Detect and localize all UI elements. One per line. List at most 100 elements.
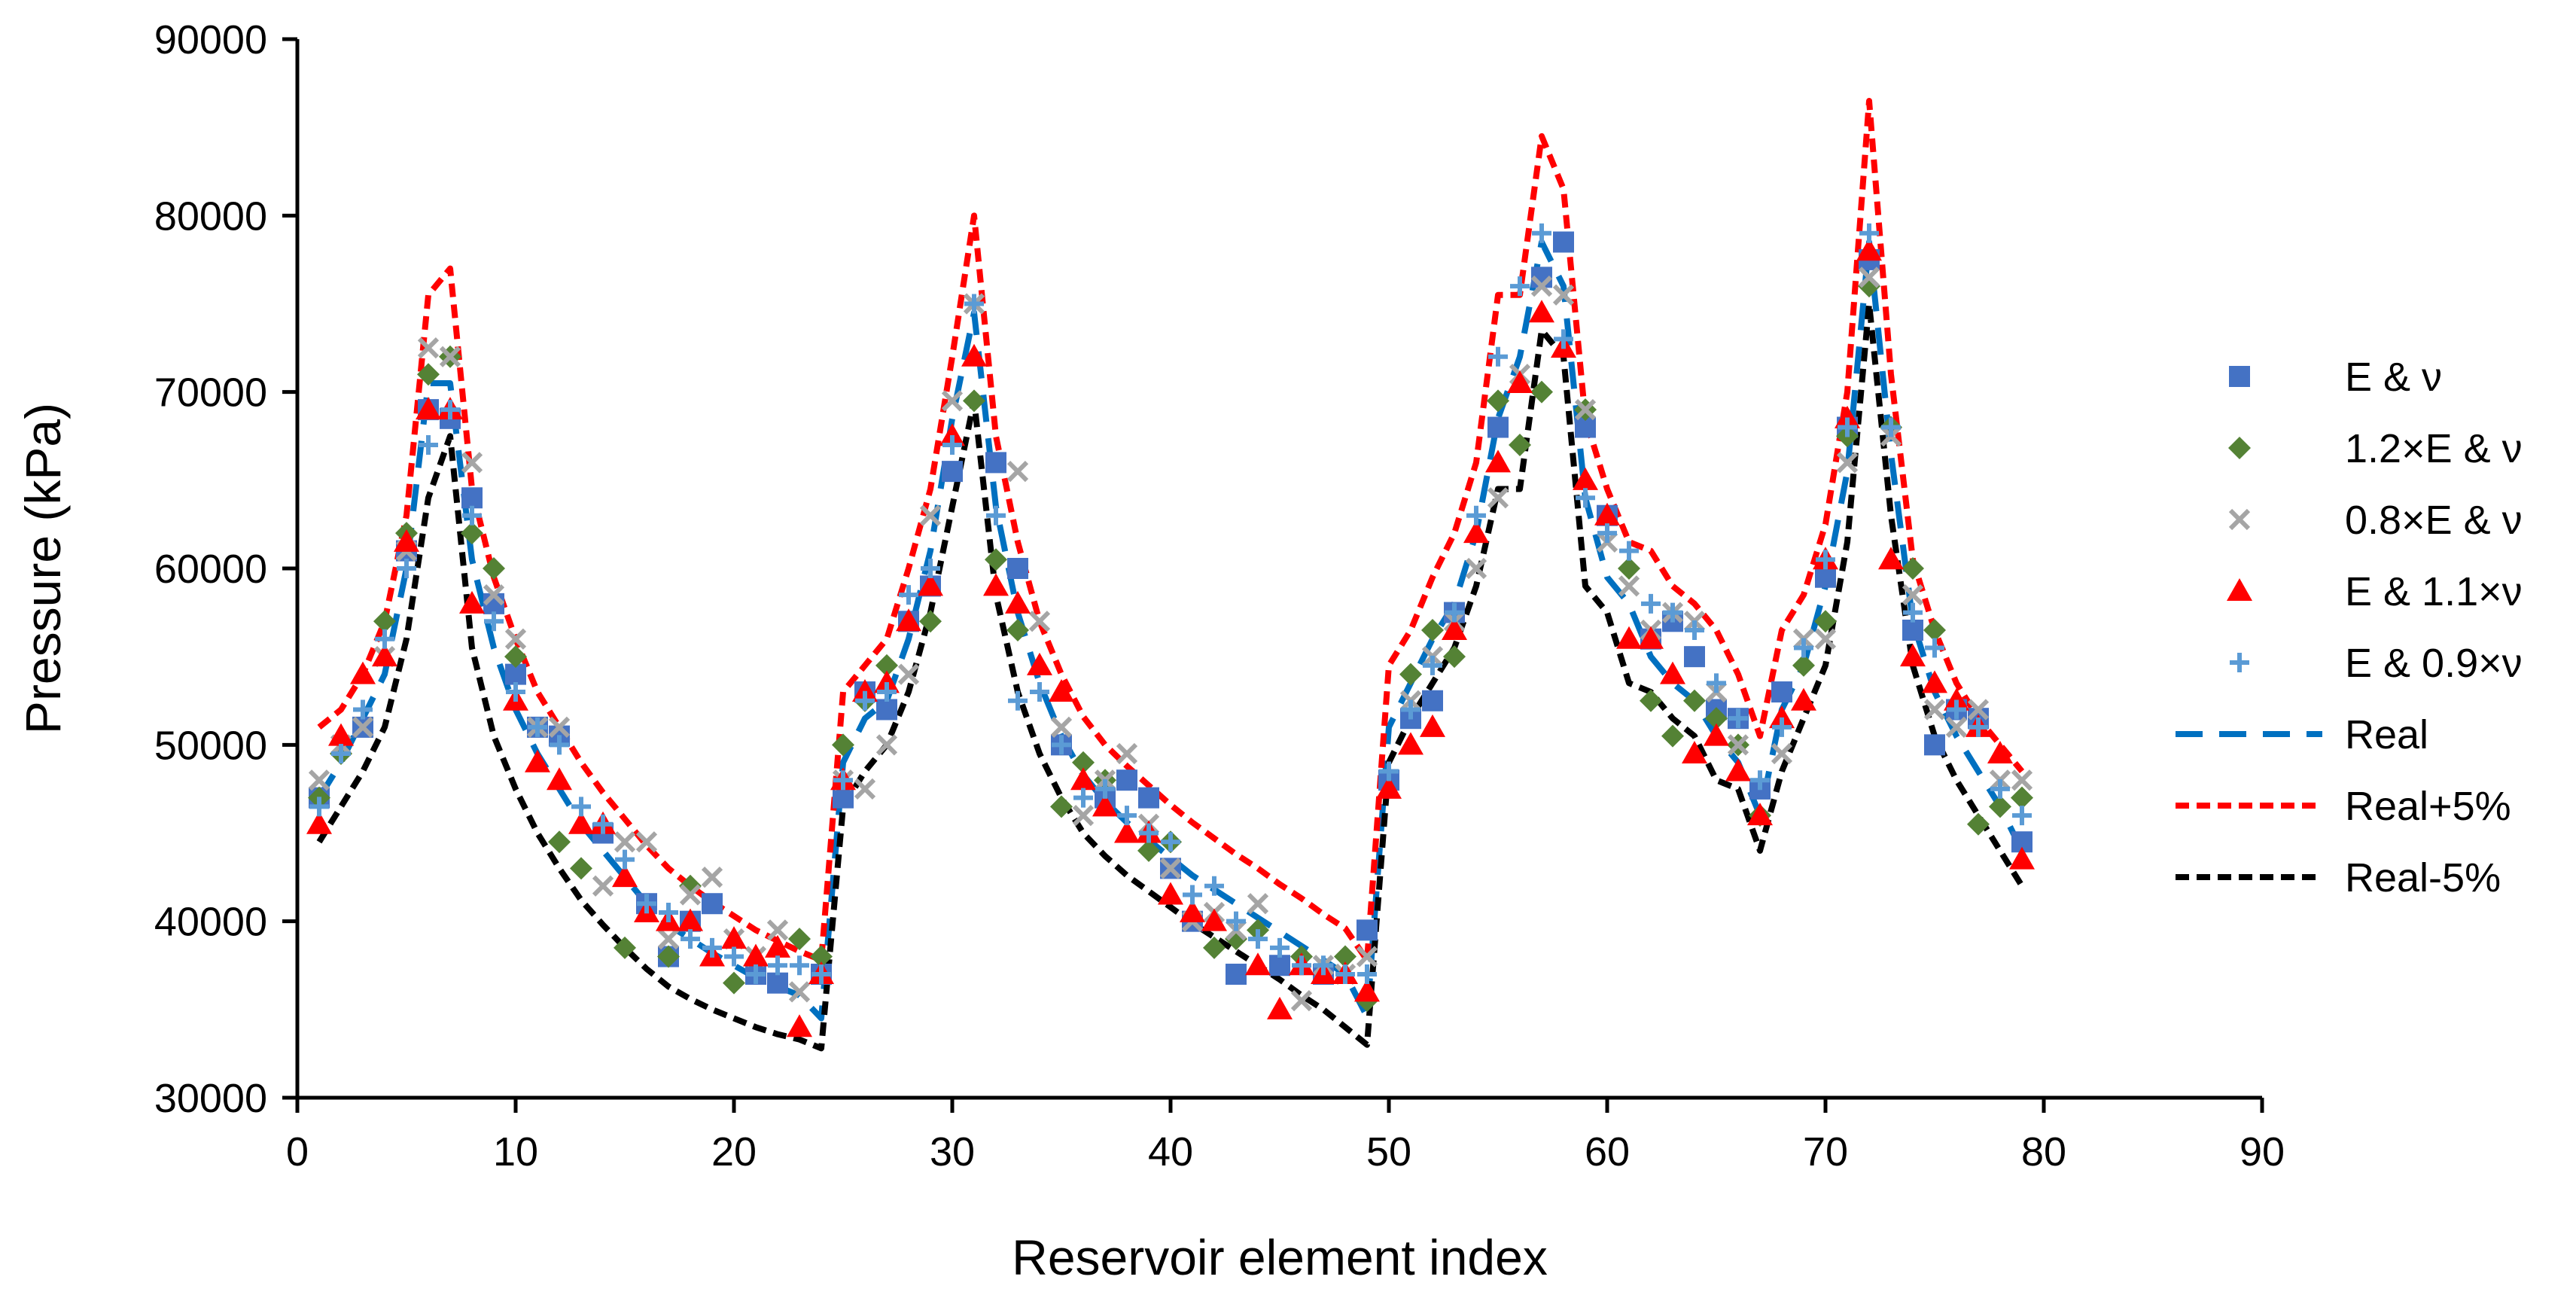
data-point xyxy=(1530,275,1553,297)
data-point xyxy=(1292,955,1311,976)
data-point xyxy=(877,682,897,702)
data-point xyxy=(635,831,658,853)
data-point xyxy=(1660,661,1685,684)
data-point xyxy=(1465,557,1487,580)
data-point xyxy=(306,811,332,834)
data-point xyxy=(1791,687,1816,711)
data-point xyxy=(331,744,351,764)
data-point xyxy=(1792,654,1815,677)
data-point xyxy=(1815,566,1836,588)
data-point xyxy=(1114,820,1140,843)
data-point xyxy=(1159,858,1182,879)
data-point xyxy=(1597,523,1617,544)
data-point xyxy=(417,337,440,359)
data-point xyxy=(1334,945,1357,968)
legend-item: Real xyxy=(2176,712,2428,757)
data-point xyxy=(1092,794,1118,817)
data-point xyxy=(790,955,809,976)
legend-item: E & 0.9×ν xyxy=(2230,641,2523,686)
data-point xyxy=(1314,955,1333,976)
data-point xyxy=(350,661,376,684)
x-tick-label: 30 xyxy=(930,1129,975,1175)
y-tick-label: 90000 xyxy=(154,17,267,62)
data-point xyxy=(832,733,854,757)
data-point xyxy=(1270,937,1290,958)
data-point xyxy=(767,972,788,994)
data-point xyxy=(548,830,571,854)
data-point xyxy=(1357,964,1377,984)
data-point xyxy=(2011,769,2033,791)
data-point xyxy=(440,400,460,420)
data-point xyxy=(1947,699,1966,720)
data-point xyxy=(833,770,853,791)
data-point xyxy=(1509,433,1531,456)
data-point xyxy=(461,487,483,509)
data-point xyxy=(1466,505,1486,526)
y-tick-label: 50000 xyxy=(154,723,267,768)
data-point xyxy=(1618,575,1640,597)
data-point xyxy=(1794,638,1813,658)
data-point xyxy=(1878,547,1904,570)
series-4 xyxy=(309,223,2032,984)
x-tick-label: 10 xyxy=(493,1129,538,1175)
data-point xyxy=(1640,689,1662,712)
y-tick-label: 80000 xyxy=(154,193,267,239)
data-point xyxy=(1445,602,1464,623)
x-tick-label: 90 xyxy=(2240,1129,2285,1175)
data-point xyxy=(874,670,900,693)
data-point xyxy=(1903,602,1923,623)
data-point xyxy=(1027,652,1052,675)
data-point xyxy=(1507,370,1533,393)
data-point xyxy=(1008,690,1028,711)
data-point xyxy=(1487,487,1509,509)
data-point xyxy=(459,590,485,614)
y-axis-title: Pressure (kPa) xyxy=(15,403,71,734)
data-point xyxy=(1727,734,1749,756)
data-point xyxy=(483,584,505,606)
data-point xyxy=(1137,839,1160,862)
data-point xyxy=(1924,734,1945,756)
data-point xyxy=(417,363,440,386)
data-point xyxy=(1707,673,1726,693)
data-point xyxy=(1073,788,1093,808)
data-point xyxy=(1661,724,1684,748)
data-point xyxy=(2012,806,2032,826)
data-point xyxy=(1618,557,1640,580)
y-tick-label: 30000 xyxy=(154,1076,267,1121)
data-point xyxy=(765,934,790,958)
legend-label: E & 1.1×ν xyxy=(2345,569,2523,614)
data-point xyxy=(1900,644,1926,667)
data-point xyxy=(309,797,329,817)
legend: E & ν 1.2×E & ν 0.8×E & ν E & 1.1×ν E & 0.9×… xyxy=(2176,355,2523,900)
data-point xyxy=(1510,276,1530,297)
data-point xyxy=(1226,911,1246,931)
x-tick-label: 20 xyxy=(711,1129,757,1175)
data-point xyxy=(766,919,789,941)
data-point xyxy=(2011,786,2033,809)
data-point xyxy=(308,769,330,791)
data-point xyxy=(702,893,723,915)
data-point xyxy=(1574,398,1597,421)
data-point xyxy=(328,723,354,746)
data-point xyxy=(1379,761,1399,782)
data-point xyxy=(1399,663,1422,686)
data-point xyxy=(899,585,918,605)
data-point xyxy=(592,875,614,897)
data-point xyxy=(1245,952,1271,976)
data-point xyxy=(1290,989,1313,1012)
data-point xyxy=(461,522,483,545)
data-point xyxy=(1814,628,1837,650)
data-point xyxy=(1989,795,2011,818)
data-point xyxy=(1248,929,1268,949)
data-point xyxy=(1530,380,1553,404)
data-point xyxy=(1116,742,1138,765)
data-point xyxy=(439,346,461,367)
legend-item: E & 1.1×ν xyxy=(2227,569,2523,614)
x-tick-label: 0 xyxy=(286,1129,309,1175)
data-point xyxy=(983,573,1009,596)
data-point xyxy=(528,717,547,737)
data-point xyxy=(1685,620,1704,641)
data-point xyxy=(897,663,920,685)
legend-item: 1.2×E & ν xyxy=(2228,426,2523,471)
